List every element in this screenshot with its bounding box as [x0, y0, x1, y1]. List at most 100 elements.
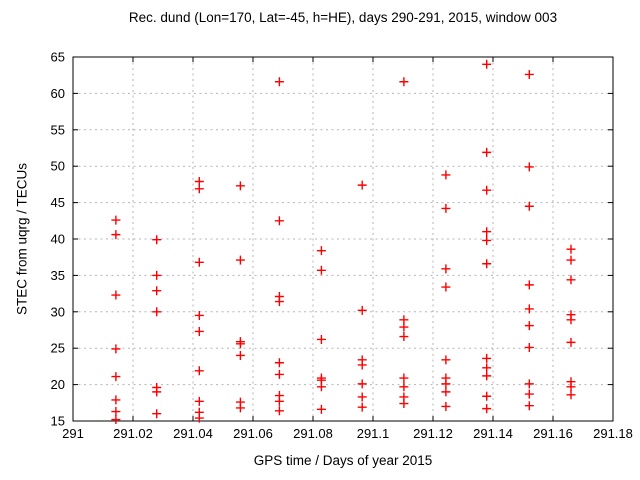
data-point [482, 391, 492, 401]
data-point [482, 259, 492, 269]
data-point [524, 401, 534, 411]
data-point [524, 389, 534, 399]
data-point [524, 69, 534, 79]
data-point [111, 407, 121, 417]
data-point [152, 307, 162, 317]
x-tick-label: 291.08 [293, 426, 333, 441]
data-point [274, 77, 284, 87]
data-point [482, 235, 492, 245]
data-point [441, 264, 451, 274]
data-point [482, 227, 492, 237]
data-point [566, 315, 576, 325]
data-point [194, 413, 204, 423]
data-point [194, 366, 204, 376]
data-point [152, 270, 162, 280]
x-axis-label: GPS time / Days of year 2015 [253, 453, 433, 468]
data-point [357, 360, 367, 370]
y-tick-label: 60 [51, 86, 65, 101]
data-point [316, 246, 326, 256]
data-point [111, 415, 121, 425]
data-point [524, 201, 534, 211]
data-point [482, 404, 492, 414]
y-tick-label: 20 [51, 377, 65, 392]
y-tick-label: 65 [51, 50, 65, 65]
y-tick-label: 35 [51, 268, 65, 283]
data-point [399, 322, 409, 332]
x-tick-label: 291.12 [413, 426, 453, 441]
data-point [399, 382, 409, 392]
data-point [524, 280, 534, 290]
data-point [316, 382, 326, 392]
data-point [399, 77, 409, 87]
data-point [274, 406, 284, 416]
data-point [524, 162, 534, 172]
data-point [111, 344, 121, 354]
data-point [111, 372, 121, 382]
data-point [357, 402, 367, 412]
data-point [316, 334, 326, 344]
data-point [524, 342, 534, 352]
data-point [482, 147, 492, 157]
data-point [194, 326, 204, 336]
data-point [482, 185, 492, 195]
data-point [152, 409, 162, 419]
data-point [441, 379, 451, 389]
data-point [482, 59, 492, 69]
data-point [482, 363, 492, 373]
x-tick-label: 291.16 [533, 426, 573, 441]
data-point [152, 286, 162, 296]
data-point [235, 350, 245, 360]
data-point [524, 379, 534, 389]
data-point [111, 290, 121, 300]
data-point [194, 257, 204, 267]
x-tick-label: 291.06 [233, 426, 273, 441]
data-point [357, 379, 367, 389]
data-point [274, 396, 284, 406]
data-point [441, 355, 451, 365]
y-tick-label: 50 [51, 159, 65, 174]
x-tick-label: 291.04 [173, 426, 213, 441]
data-point [235, 181, 245, 191]
data-point [441, 401, 451, 411]
x-tick-label: 291.18 [593, 426, 633, 441]
data-point [566, 337, 576, 347]
data-point [235, 403, 245, 413]
data-point [194, 184, 204, 194]
data-point [482, 353, 492, 363]
data-point [566, 382, 576, 392]
y-tick-label: 15 [51, 414, 65, 429]
data-point [441, 387, 451, 397]
data-point [566, 390, 576, 400]
data-point [357, 180, 367, 190]
y-tick-label: 25 [51, 341, 65, 356]
data-point [441, 203, 451, 213]
data-point [399, 399, 409, 409]
data-point [152, 387, 162, 397]
data-point [441, 282, 451, 292]
data-point [111, 215, 121, 225]
y-tick-label: 30 [51, 304, 65, 319]
data-point [566, 275, 576, 285]
data-point [566, 255, 576, 265]
data-point [566, 244, 576, 254]
data-point [357, 392, 367, 402]
data-point [441, 170, 451, 180]
data-point [194, 396, 204, 406]
chart-title: Rec. dund (Lon=170, Lat=-45, h=HE), days… [128, 10, 558, 25]
y-tick-label: 55 [51, 122, 65, 137]
data-point [274, 216, 284, 226]
data-point [274, 358, 284, 368]
data-point [316, 265, 326, 275]
data-point [235, 339, 245, 349]
x-tick-label: 291.1 [357, 426, 390, 441]
data-point [482, 371, 492, 381]
data-point [274, 369, 284, 379]
data-point [399, 373, 409, 383]
data-point [111, 230, 121, 240]
data-point [235, 255, 245, 265]
data-point [399, 332, 409, 342]
data-point [274, 297, 284, 307]
data-point [524, 304, 534, 314]
